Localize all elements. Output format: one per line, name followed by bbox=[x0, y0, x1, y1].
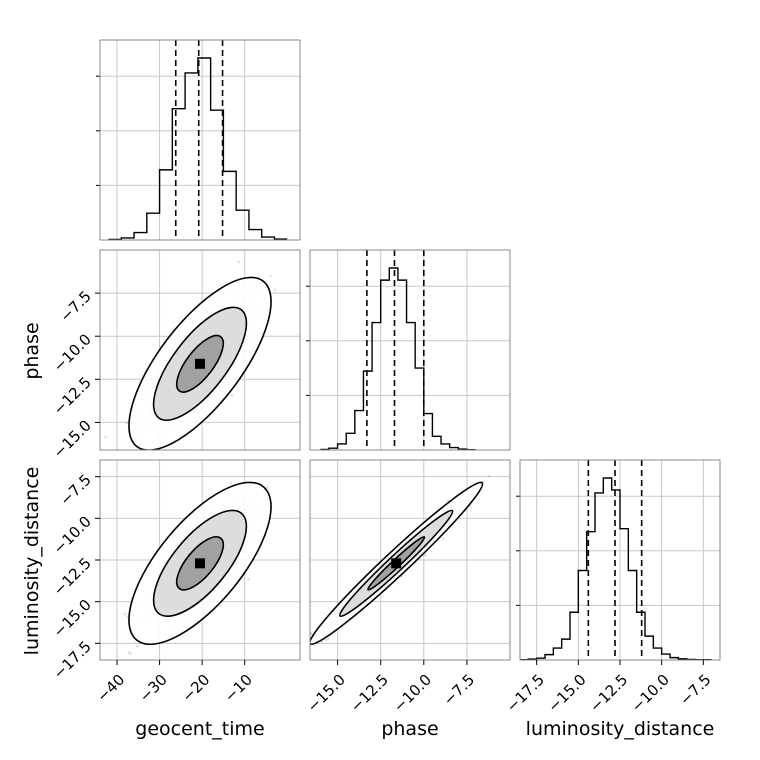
x-tick-label-geocent-time-2: −20 bbox=[178, 671, 213, 706]
scatter-point bbox=[136, 645, 139, 648]
histogram-geocent-time bbox=[108, 57, 288, 241]
scatter-point bbox=[310, 633, 313, 636]
scatter-point bbox=[123, 613, 126, 616]
y-tick-label-phase-0: −15.0 bbox=[50, 417, 95, 462]
scatter-point bbox=[129, 652, 132, 655]
x-axis-label-luminosity-distance: luminosity_distance bbox=[526, 718, 715, 740]
scatter-point bbox=[447, 499, 450, 502]
scatter-point bbox=[284, 453, 286, 455]
hist-panel-phase bbox=[306, 249, 511, 451]
scatter-point bbox=[488, 475, 491, 478]
x-tick-label-geocent-time-0: −40 bbox=[93, 671, 128, 706]
panel-content-1-0 bbox=[104, 261, 277, 479]
scatter-point bbox=[266, 486, 269, 489]
y-tick-label-luminosity-distance-2: −12.5 bbox=[50, 554, 95, 599]
scatter-point bbox=[125, 421, 128, 425]
scatter-point bbox=[327, 637, 330, 640]
x-tick-label-phase-3: −7.5 bbox=[440, 671, 478, 709]
y-tick-label-phase-1: −12.5 bbox=[50, 373, 95, 418]
scatter-panel-phase-luminosity-distance bbox=[292, 459, 511, 666]
x-tick-label-geocent-time-3: −10 bbox=[221, 671, 256, 706]
frame-hist-geocent-time bbox=[99, 39, 301, 241]
panels: −40 −30 −20 −10 −15.0−12.5−10.0 −7.5 −17.5−15.… bbox=[50, 39, 721, 716]
x-tick-label-luminosity-distance-4: −7.5 bbox=[676, 671, 714, 709]
y-tick-label-phase-3: −7.5 bbox=[56, 287, 94, 325]
x-ticks-geocent-time: −40 −30 −20 −10 bbox=[93, 660, 256, 706]
x-tick-label-luminosity-distance-0: −17.5 bbox=[503, 671, 548, 716]
scatter-point bbox=[229, 482, 233, 485]
panel-content-2-0 bbox=[123, 453, 286, 655]
scatter-point bbox=[273, 288, 277, 291]
panel-content-2-1 bbox=[292, 475, 491, 666]
x-tick-label-luminosity-distance-1: −15.0 bbox=[544, 671, 589, 716]
x-axis-label-phase: phase bbox=[381, 718, 438, 740]
scatter-point bbox=[124, 470, 126, 472]
x-tick-label-geocent-time-1: −30 bbox=[136, 671, 171, 706]
scatter-point bbox=[104, 436, 107, 439]
scatter-point bbox=[469, 505, 472, 508]
scatter-point bbox=[292, 664, 294, 666]
y-tick-label-luminosity-distance-4: −7.5 bbox=[56, 471, 94, 509]
x-tick-label-phase-0: −15.0 bbox=[304, 671, 349, 716]
scatter-point bbox=[442, 537, 445, 540]
y-tick-label-luminosity-distance-0: −17.5 bbox=[50, 637, 95, 682]
x-tick-label-luminosity-distance-3: −10.0 bbox=[628, 671, 673, 716]
x-tick-label-phase-1: −12.5 bbox=[347, 671, 392, 716]
scatter-point bbox=[325, 638, 328, 642]
y-ticks-luminosity-distance: −17.5−15.0−12.5−10.0−7.5 bbox=[50, 471, 100, 683]
density-peak-10 bbox=[195, 358, 205, 369]
y-tick-label-phase-2: −10.0 bbox=[50, 330, 95, 375]
scatter-panel-geocent-time-phase bbox=[99, 249, 301, 479]
axis-labels: geocent_time phase luminosity_distance p… bbox=[21, 322, 714, 740]
scatter-point bbox=[424, 554, 427, 557]
x-tick-label-phase-2: −10.0 bbox=[390, 671, 435, 716]
scatter-point bbox=[128, 651, 131, 654]
frame-2-1 bbox=[309, 459, 511, 661]
x-tick-label-luminosity-distance-2: −12.5 bbox=[586, 671, 631, 716]
density-peak-20 bbox=[195, 558, 205, 569]
scatter-point bbox=[247, 578, 250, 581]
hist-panel-luminosity-distance bbox=[516, 459, 721, 661]
x-ticks-phase: −15.0−12.5−10.0 −7.5 bbox=[304, 660, 478, 716]
hist-panel-geocent-time bbox=[96, 39, 301, 241]
y-axis-label-luminosity-distance: luminosity_distance bbox=[21, 467, 43, 656]
density-peak-21 bbox=[391, 558, 402, 569]
y-tick-label-luminosity-distance-3: −10.0 bbox=[50, 512, 95, 557]
scatter-point bbox=[163, 477, 165, 479]
y-tick-label-luminosity-distance-1: −15.0 bbox=[50, 596, 95, 641]
frame-hist-phase bbox=[309, 249, 511, 451]
scatter-point bbox=[308, 641, 310, 643]
y-axis-label-phase: phase bbox=[21, 322, 43, 379]
x-axis-label-geocent-time: geocent_time bbox=[135, 718, 264, 740]
histogram-luminosity-distance bbox=[520, 477, 712, 661]
scatter-point bbox=[237, 261, 240, 264]
scatter-panel-geocent-time-luminosity-distance bbox=[99, 453, 301, 661]
scatter-point bbox=[151, 451, 153, 453]
frame-1-0 bbox=[99, 249, 301, 451]
scatter-point bbox=[269, 274, 272, 277]
y-ticks-phase: −15.0−12.5−10.0 −7.5 bbox=[50, 287, 100, 462]
scatter-point bbox=[219, 605, 222, 608]
histogram-phase bbox=[320, 267, 476, 451]
x-ticks-luminosity-distance: −17.5−15.0−12.5−10.0 −7.5 bbox=[503, 660, 715, 716]
scatter-point bbox=[320, 640, 324, 644]
scatter-point bbox=[230, 394, 233, 397]
